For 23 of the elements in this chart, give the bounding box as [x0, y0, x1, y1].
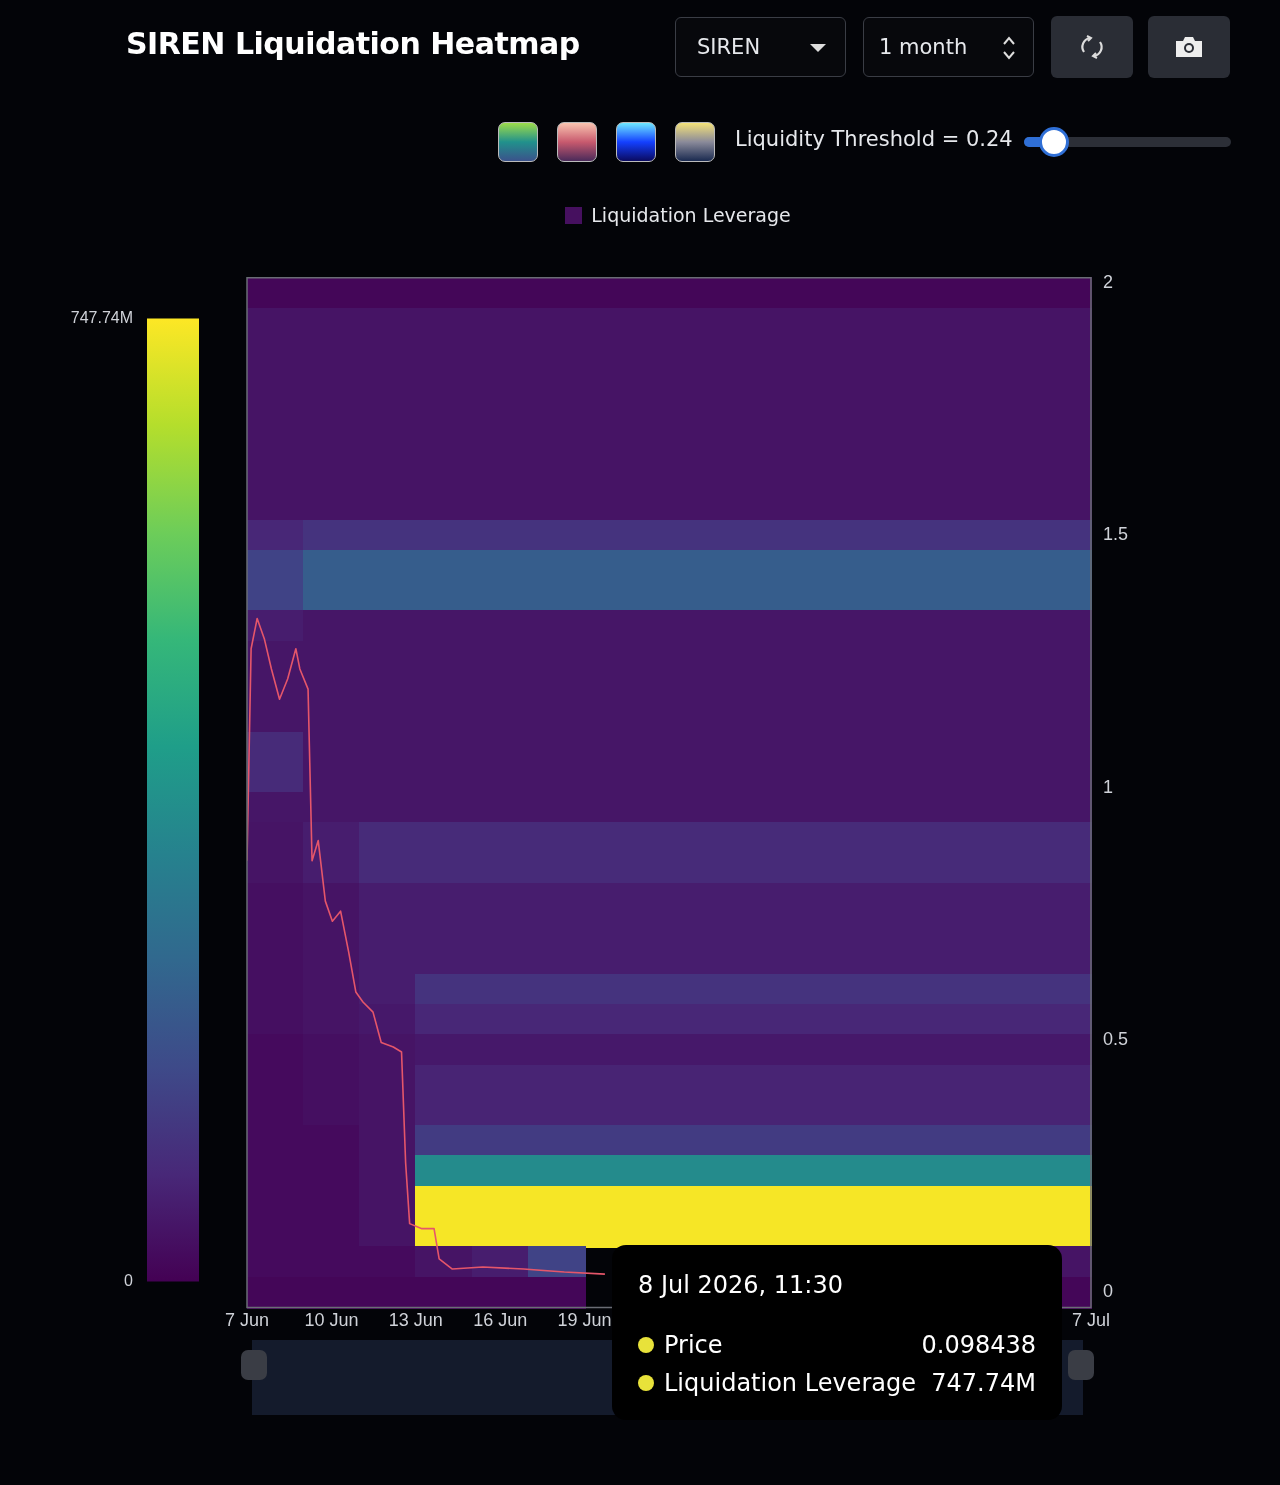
- y-tick-label: 1.5: [1102, 524, 1129, 545]
- y-tick-label: 0: [1102, 1281, 1113, 1302]
- y-tick-label: 2: [1102, 271, 1113, 292]
- text: 747.74M: [931, 1369, 1036, 1397]
- y-tick-label: 0.5: [1102, 1028, 1129, 1049]
- x-tick-label: 19 Jun: [557, 1310, 612, 1331]
- color-bar-label: 0: [124, 1271, 134, 1289]
- chart-title: SIREN Liquidation Heatmap: [126, 26, 580, 61]
- color-bar-label: 747.74M: [70, 309, 133, 327]
- x-tick-label: 16 Jun: [473, 1310, 528, 1331]
- x-tick-label: 13 Jun: [388, 1310, 443, 1331]
- x-tick-label: 7 Jul: [1071, 1310, 1110, 1331]
- text: 0.098438: [921, 1331, 1036, 1359]
- x-tick-label: 7 Jun: [224, 1310, 270, 1331]
- y-tick-label: 1: [1102, 776, 1113, 797]
- legend-label: Liquidation Leverage: [591, 204, 791, 226]
- period-select: 1 month: [863, 17, 1034, 77]
- text: Liquidity Threshold = 0.24: [735, 127, 1013, 151]
- symbol-dropdown: SIREN: [675, 17, 846, 77]
- text: Liquidation Leverage: [664, 1369, 916, 1397]
- x-tick-label: 10 Jun: [304, 1310, 359, 1331]
- text: Price: [664, 1331, 723, 1359]
- annotation: 8 Jul 2026, 11:30: [638, 1271, 843, 1299]
